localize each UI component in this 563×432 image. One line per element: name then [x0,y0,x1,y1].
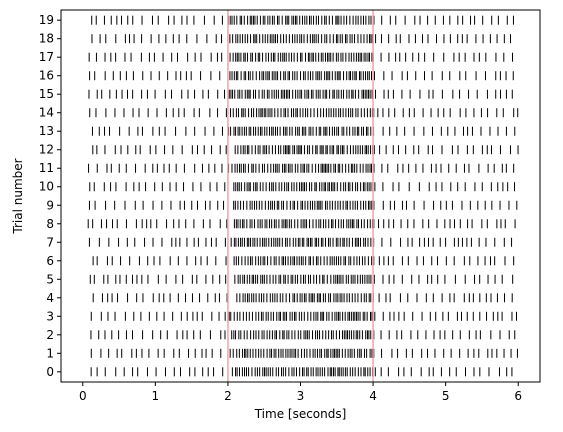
y-tick-label: 12 [39,143,54,157]
x-axis: 0 1 2 3 4 5 6 [79,382,522,403]
y-tick-label: 9 [46,198,54,212]
y-tick-label: 4 [46,291,54,305]
y-tick-label: 0 [46,365,54,379]
x-tick-label: 5 [442,389,450,403]
x-tick-label: 3 [297,389,305,403]
y-tick-label: 10 [39,180,54,194]
plot-frame [60,9,541,383]
y-axis-label: Trial number [11,158,25,234]
y-tick-label: 7 [46,235,54,249]
y-tick-label: 13 [39,124,54,138]
y-tick-label: 19 [39,13,54,27]
y-tick-label: 8 [46,217,54,231]
y-tick-label: 18 [39,32,54,46]
x-tick-label: 4 [369,389,377,403]
spike-marks [87,15,519,377]
y-tick-label: 16 [39,69,54,83]
y-tick-label: 3 [46,309,54,323]
x-tick-label: 6 [514,389,522,403]
y-tick-label: 14 [39,106,54,120]
x-axis-label: Time [seconds] [254,407,347,421]
y-tick-label: 2 [46,328,54,342]
stimulus-lines [227,10,374,382]
x-tick-label: 1 [152,389,160,403]
y-tick-label: 6 [46,254,54,268]
y-tick-label: 5 [46,272,54,286]
y-tick-label: 1 [46,346,54,360]
x-tick-label: 2 [224,389,232,403]
x-tick-label: 0 [79,389,87,403]
y-tick-label: 15 [39,87,54,101]
y-tick-label: 11 [39,161,54,175]
y-tick-label: 17 [39,50,54,64]
